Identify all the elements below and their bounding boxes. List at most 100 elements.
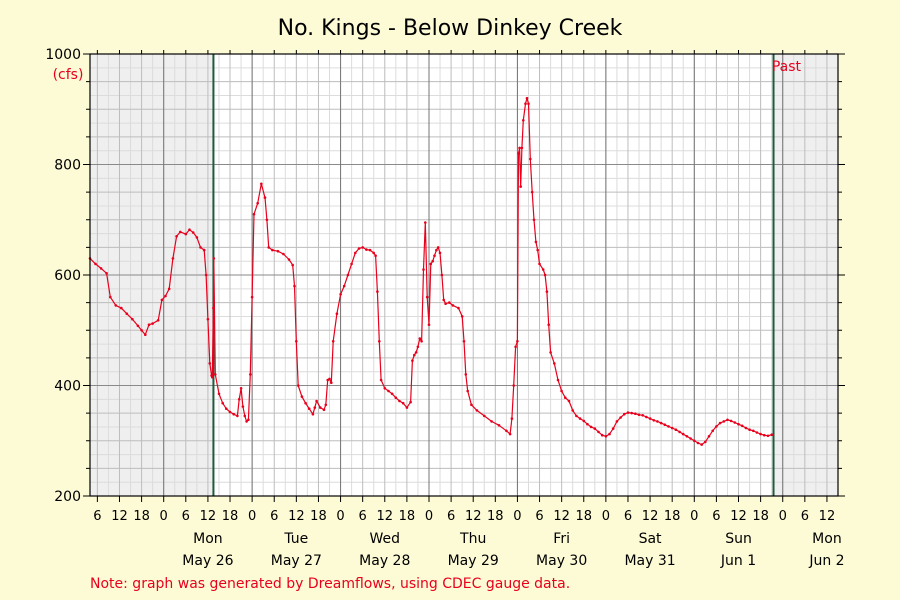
data-point — [105, 272, 108, 275]
data-point — [460, 315, 464, 318]
x-tick-label: 0 — [425, 509, 433, 524]
data-point — [520, 146, 524, 150]
data-point — [267, 246, 271, 249]
data-point — [740, 424, 744, 428]
data-point — [109, 295, 112, 299]
data-point — [202, 248, 206, 252]
data-point — [350, 262, 353, 266]
data-point — [414, 351, 418, 354]
data-point — [556, 378, 560, 382]
data-point — [541, 268, 545, 271]
data-point — [693, 439, 696, 443]
data-point — [483, 414, 486, 418]
data-point — [752, 429, 755, 433]
data-point — [249, 373, 252, 376]
data-point — [256, 201, 260, 205]
data-point — [387, 389, 390, 393]
x-tick-label: 18 — [487, 509, 504, 524]
data-point — [619, 416, 622, 419]
data-point — [319, 406, 322, 409]
x-tick-label: 0 — [248, 509, 256, 524]
data-point — [346, 273, 350, 277]
data-point — [615, 420, 619, 423]
data-point — [623, 412, 626, 416]
y-tick-label: 200 — [54, 489, 81, 505]
data-point — [260, 182, 263, 186]
data-point — [674, 428, 678, 432]
data-point — [667, 425, 670, 428]
data-point — [689, 437, 692, 440]
data-point — [571, 409, 574, 412]
data-point — [457, 306, 460, 310]
data-point — [131, 317, 134, 321]
data-point — [211, 375, 214, 379]
data-point — [394, 396, 398, 400]
data-point — [195, 236, 199, 239]
data-point — [424, 221, 427, 224]
data-point — [522, 119, 525, 122]
data-point — [490, 420, 493, 423]
data-point — [711, 429, 714, 433]
data-point — [232, 412, 235, 416]
date-label: May 27 — [271, 553, 322, 569]
x-tick-label: 12 — [642, 509, 659, 524]
data-point — [659, 421, 663, 425]
data-point — [755, 431, 759, 434]
data-point — [543, 273, 547, 277]
data-point — [307, 407, 311, 411]
data-point — [567, 399, 571, 403]
data-point — [524, 102, 527, 105]
data-point — [315, 399, 318, 403]
data-point — [547, 323, 550, 327]
data-point — [759, 432, 762, 436]
data-point — [263, 196, 267, 199]
data-point — [763, 433, 766, 437]
data-point — [696, 441, 700, 445]
data-point — [357, 247, 361, 250]
data-point — [538, 262, 541, 266]
data-point — [564, 396, 567, 400]
data-point — [518, 146, 521, 150]
x-tick-label: 0 — [602, 509, 610, 524]
major-grid — [90, 54, 838, 496]
data-point — [160, 298, 164, 302]
data-point — [339, 293, 342, 296]
data-point — [311, 412, 315, 416]
x-tick-label: 18 — [133, 509, 150, 524]
data-point — [678, 430, 681, 434]
data-point — [291, 263, 295, 267]
data-point — [429, 262, 433, 266]
day-name-label: Mon — [812, 531, 842, 547]
data-point — [519, 185, 522, 188]
data-point — [427, 323, 431, 327]
x-tick-label: 12 — [730, 509, 747, 524]
date-label: May 26 — [182, 553, 233, 569]
data-point — [313, 406, 317, 409]
data-point — [715, 425, 718, 428]
day-labels: Mon May 26 Tue May 27 Wed May 28 Thu May 29 Fri M… — [182, 531, 844, 569]
data-point — [191, 231, 195, 234]
data-point — [212, 306, 215, 310]
y-tick-label: 400 — [54, 379, 81, 395]
x-tick-label: 6 — [535, 509, 543, 524]
day-name-label: Sat — [639, 531, 662, 547]
data-point — [433, 254, 436, 257]
data-point — [685, 435, 689, 438]
data-point — [718, 421, 722, 425]
footer-note: Note: graph was generated by Dreamflows,… — [90, 576, 570, 592]
data-point — [440, 273, 444, 277]
day-name-label: Wed — [370, 531, 401, 547]
data-point — [217, 392, 221, 396]
x-tick-label: 12 — [377, 509, 394, 524]
data-point — [560, 389, 563, 393]
day-name-label: Mon — [193, 531, 223, 547]
day-name-label: Thu — [459, 531, 486, 547]
data-point — [204, 273, 208, 277]
data-point — [322, 408, 326, 412]
data-point — [722, 420, 726, 423]
x-tick-label: 0 — [513, 509, 521, 524]
data-point — [470, 403, 473, 407]
data-point — [247, 418, 250, 422]
data-point — [401, 401, 405, 405]
day-name-label: Tue — [283, 531, 308, 547]
